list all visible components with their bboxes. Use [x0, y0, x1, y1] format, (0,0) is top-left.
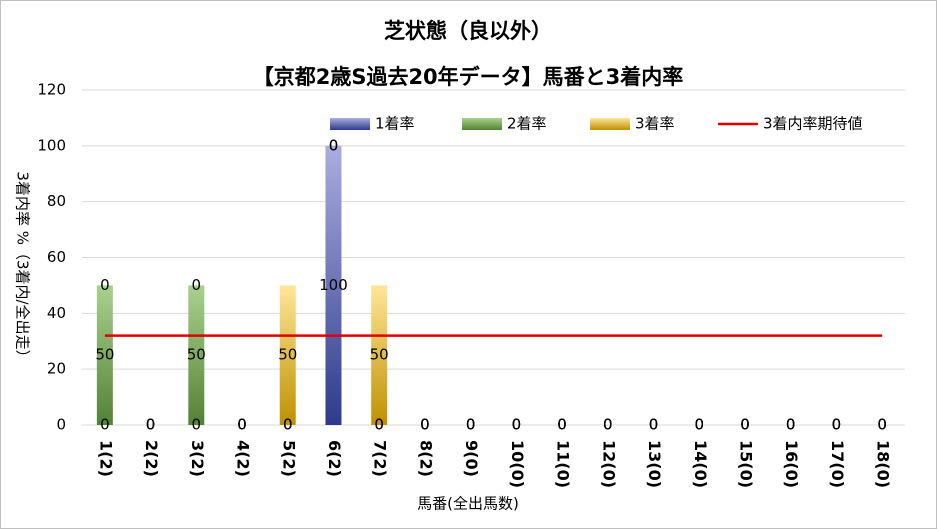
y-tick-label: 100: [37, 136, 66, 154]
data-label: 0: [786, 416, 796, 434]
x-tick-label: 18(0): [874, 440, 893, 488]
data-label: 0: [603, 416, 613, 434]
data-label: 0: [420, 416, 430, 434]
data-label: 0: [100, 276, 110, 294]
y-tick-label: 120: [37, 81, 66, 99]
data-label: 0: [512, 416, 522, 434]
y-axis-title: 3着内率 %（3着内/全出走）: [14, 171, 32, 364]
data-label: 0: [100, 416, 110, 434]
x-tick-label: 3(2): [188, 440, 207, 477]
bar-segment: [371, 285, 388, 425]
data-label: 0: [740, 416, 750, 434]
legend-label: 3着内率期待値: [763, 115, 863, 133]
x-tick-label: 4(2): [234, 440, 253, 477]
legend-swatch: [462, 118, 502, 130]
data-label: 0: [329, 136, 339, 154]
data-label: 0: [557, 416, 567, 434]
data-label: 0: [786, 416, 796, 434]
x-tick-label: 8(2): [416, 440, 435, 477]
chart-title: 芝状態（良以外）: [384, 19, 552, 43]
data-label: 0: [329, 136, 339, 154]
data-label: 0: [237, 416, 247, 434]
data-label: 0: [557, 416, 567, 434]
x-tick-label: 11(0): [554, 440, 573, 488]
data-label: 50: [95, 346, 114, 364]
data-label: 0: [192, 276, 202, 294]
data-label: 0: [283, 416, 293, 434]
data-label: 0: [740, 416, 750, 434]
x-tick-label: 9(0): [462, 440, 481, 477]
x-tick-label: 7(2): [371, 440, 390, 477]
y-tick-label: 20: [47, 360, 66, 378]
data-label: 0: [466, 416, 476, 434]
y-tick-label: 0: [56, 416, 66, 434]
data-label: 0: [420, 416, 430, 434]
bar-segment: [188, 285, 205, 425]
data-label: 0: [832, 416, 842, 434]
data-label: 0: [649, 416, 659, 434]
data-label: 100: [319, 276, 348, 294]
data-label: 0: [374, 416, 384, 434]
legend-label: 1着率: [375, 115, 415, 133]
bar-segment: [279, 285, 296, 425]
data-label: 0: [146, 416, 156, 434]
x-tick-label: 2(2): [142, 440, 161, 477]
data-label: 0: [832, 416, 842, 434]
y-tick-label: 40: [47, 304, 66, 322]
bar-segment: [325, 145, 342, 426]
data-label: 50: [278, 346, 297, 364]
legend-swatch: [590, 118, 630, 130]
data-label: 0: [649, 416, 659, 434]
data-label: 0: [877, 416, 887, 434]
data-label: 0: [466, 416, 476, 434]
data-label: 0: [603, 416, 613, 434]
data-label: 0: [557, 416, 567, 434]
x-tick-label: 15(0): [736, 440, 755, 488]
data-label: 0: [237, 416, 247, 434]
data-label: 0: [146, 416, 156, 434]
legend-swatch: [330, 118, 370, 130]
x-tick-label: 14(0): [691, 440, 710, 488]
x-axis-title: 馬番(全出馬数): [417, 495, 519, 513]
x-tick-label: 12(0): [599, 440, 618, 488]
y-tick-label: 80: [47, 192, 66, 210]
data-label: 0: [192, 416, 202, 434]
data-label: 0: [237, 416, 247, 434]
data-label: 50: [187, 346, 206, 364]
data-label: 0: [146, 416, 156, 434]
x-tick-label: 17(0): [828, 440, 847, 488]
legend-label: 2着率: [507, 115, 547, 133]
x-tick-label: 10(0): [508, 440, 527, 488]
bar-segment: [96, 285, 113, 425]
data-label: 0: [603, 416, 613, 434]
data-label: 0: [420, 416, 430, 434]
data-label: 0: [283, 416, 293, 434]
legend-label: 3着率: [635, 115, 675, 133]
data-label: 0: [786, 416, 796, 434]
x-tick-label: 13(0): [645, 440, 664, 488]
x-tick-label: 6(2): [325, 440, 344, 477]
y-tick-label: 60: [47, 248, 66, 266]
data-label: 0: [512, 416, 522, 434]
data-label: 0: [466, 416, 476, 434]
chart-subtitle: 【京都2歳S過去20年データ】馬番と3着内率: [253, 65, 684, 89]
data-label: 0: [649, 416, 659, 434]
data-label: 0: [694, 416, 704, 434]
data-label: 0: [512, 416, 522, 434]
data-label: 0: [694, 416, 704, 434]
x-tick-label: 16(0): [782, 440, 801, 488]
x-tick-label: 1(2): [96, 440, 115, 477]
data-label: 0: [374, 416, 384, 434]
data-label: 50: [370, 346, 389, 364]
data-label: 0: [740, 416, 750, 434]
data-label: 0: [832, 416, 842, 434]
data-label: 0: [877, 416, 887, 434]
x-tick-label: 5(2): [279, 440, 298, 477]
data-label: 0: [877, 416, 887, 434]
data-label: 0: [694, 416, 704, 434]
